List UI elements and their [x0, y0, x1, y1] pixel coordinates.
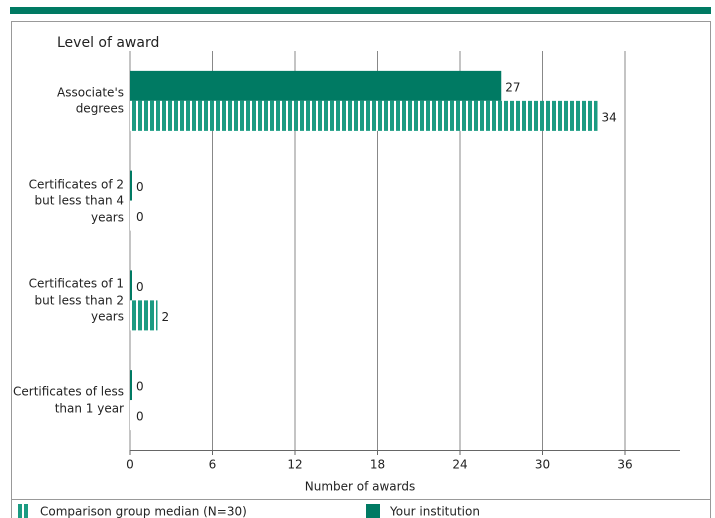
y-tick-label: Associate's degrees: [57, 85, 124, 116]
legend-label: Comparison group median (N=30): [40, 505, 247, 518]
value-label: 34: [602, 110, 617, 124]
bar: [130, 70, 502, 101]
value-label: 0: [136, 410, 144, 424]
value-label: 0: [136, 280, 144, 294]
x-tick-label: 24: [452, 458, 467, 472]
x-tick-label: 30: [535, 458, 550, 472]
x-tick-label: 6: [209, 458, 217, 472]
bar: [130, 170, 132, 201]
y-tick-label: Certificates of 1 but less than 2 years: [28, 276, 124, 324]
frame: [11, 21, 711, 518]
value-label: 2: [162, 310, 170, 324]
bar: [130, 100, 598, 131]
x-axis-label: Number of awards: [305, 480, 416, 494]
legend-swatch: [366, 504, 380, 518]
x-tick-label: 18: [370, 458, 385, 472]
y-tick-label: Certificates of 2 but less than 4 years: [28, 176, 124, 224]
top-band: [10, 7, 711, 14]
bar: [130, 400, 132, 431]
value-label: 27: [505, 80, 520, 94]
y-tick-label: Certificates of less than 1 year: [13, 384, 124, 416]
bar: [130, 270, 132, 301]
value-label: 0: [136, 180, 144, 194]
legend-label: Your institution: [389, 505, 480, 518]
bar: [130, 300, 158, 331]
value-label: 0: [136, 380, 144, 394]
chart-title: Level of award: [57, 35, 159, 51]
bar: [130, 370, 132, 401]
x-tick-label: 36: [617, 458, 632, 472]
x-tick-label: 0: [126, 458, 134, 472]
x-tick-label: 12: [287, 458, 302, 472]
bar: [130, 200, 132, 231]
legend-swatch: [16, 504, 30, 518]
value-label: 0: [136, 210, 144, 224]
